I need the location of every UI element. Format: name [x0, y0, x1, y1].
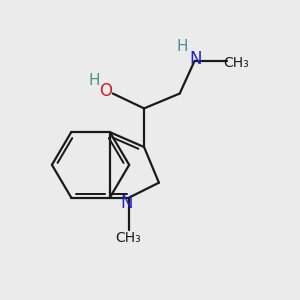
- Text: N: N: [120, 194, 133, 212]
- Text: O: O: [99, 82, 112, 100]
- Text: CH₃: CH₃: [115, 231, 141, 245]
- Text: CH₃: CH₃: [223, 56, 249, 70]
- Text: N: N: [190, 50, 202, 68]
- Text: H: H: [89, 73, 100, 88]
- Text: H: H: [177, 39, 188, 54]
